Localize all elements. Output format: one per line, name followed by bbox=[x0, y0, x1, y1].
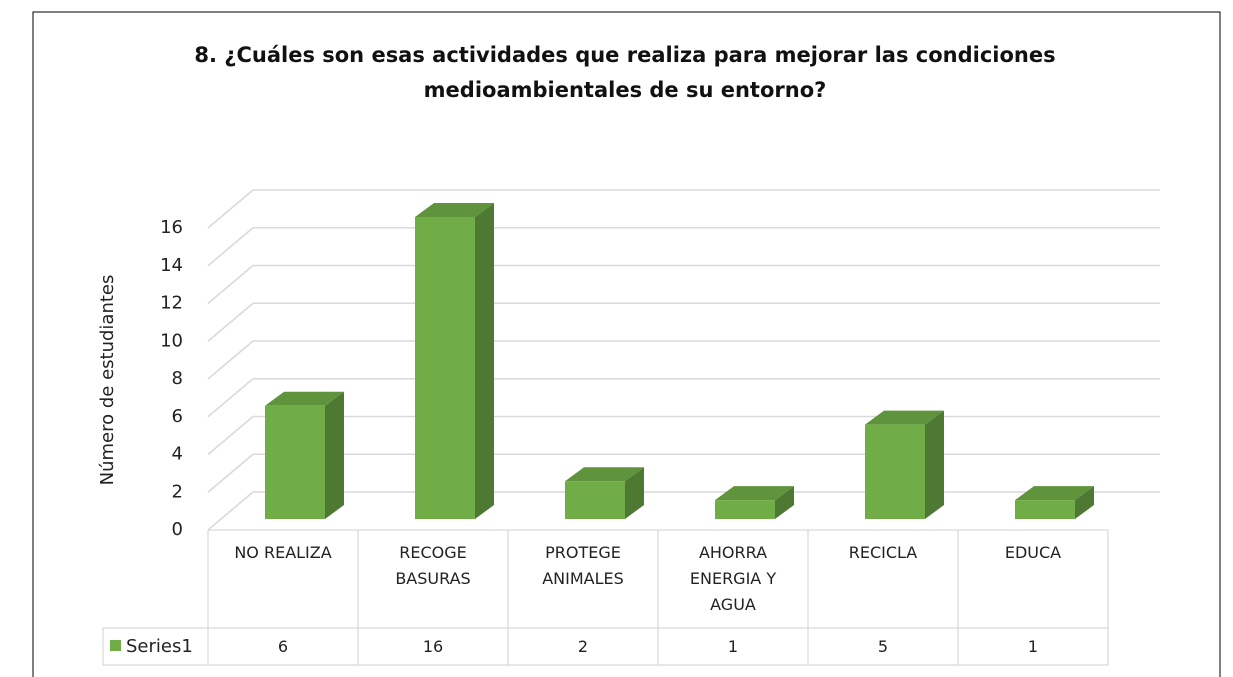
legend-swatch bbox=[110, 640, 121, 651]
bar bbox=[715, 500, 775, 519]
chart-title: 8. ¿Cuáles son esas actividades que real… bbox=[194, 43, 1056, 102]
legend-label: Series1 bbox=[126, 636, 193, 657]
bar bbox=[265, 405, 325, 519]
grid-line bbox=[207, 378, 254, 418]
bar-side bbox=[925, 410, 944, 519]
grid-line bbox=[207, 227, 254, 267]
bar-top bbox=[1015, 486, 1094, 501]
y-tick-label: 16 bbox=[160, 217, 183, 238]
category-label: AHORRA ENERGIA Y AGUA bbox=[689, 543, 777, 614]
y-tick-label: 6 bbox=[172, 406, 183, 427]
category-label: PROTEGE ANIMALES bbox=[542, 543, 624, 588]
category-label: EDUCA bbox=[1004, 543, 1062, 562]
bar-side bbox=[775, 486, 794, 519]
y-axis-title: Número de estudiantes bbox=[97, 275, 118, 486]
y-tick-label: 8 bbox=[172, 368, 183, 389]
grid-line bbox=[207, 491, 254, 531]
grid-line bbox=[207, 189, 254, 229]
y-tick-label: 10 bbox=[160, 330, 183, 351]
grid-line bbox=[207, 415, 254, 456]
table-value: 5 bbox=[877, 637, 889, 656]
table-value: 1 bbox=[727, 637, 739, 656]
table-value: 16 bbox=[422, 637, 444, 656]
bar bbox=[1015, 500, 1075, 519]
bar-top bbox=[565, 467, 644, 482]
table-value: 2 bbox=[577, 637, 589, 656]
chart-frame bbox=[32, 11, 1221, 677]
bar-top bbox=[865, 410, 944, 425]
y-tick-label: 12 bbox=[160, 293, 183, 314]
bar-side bbox=[475, 203, 494, 519]
y-tick-label: 4 bbox=[172, 444, 183, 465]
bar-side bbox=[625, 467, 644, 519]
table-value: 6 bbox=[277, 637, 289, 656]
grid-line bbox=[207, 264, 254, 305]
category-label: RECOGE BASURAS bbox=[395, 543, 471, 588]
bar bbox=[565, 481, 625, 519]
category-label: NO REALIZA bbox=[234, 543, 332, 562]
grid-line bbox=[207, 302, 254, 342]
grid-line bbox=[207, 340, 254, 380]
y-tick-label: 0 bbox=[172, 519, 183, 540]
grid-line bbox=[207, 453, 254, 493]
y-tick-label: 2 bbox=[172, 481, 183, 502]
bar bbox=[415, 217, 475, 519]
bar-side bbox=[1075, 486, 1094, 519]
y-tick-label: 14 bbox=[160, 255, 183, 276]
bar-top bbox=[265, 391, 344, 406]
category-label: RECICLA bbox=[848, 543, 918, 562]
table-value: 1 bbox=[1027, 637, 1039, 656]
bar-top bbox=[715, 486, 794, 501]
bar bbox=[865, 424, 925, 519]
bar-top bbox=[415, 203, 494, 217]
bar-side bbox=[325, 391, 344, 519]
